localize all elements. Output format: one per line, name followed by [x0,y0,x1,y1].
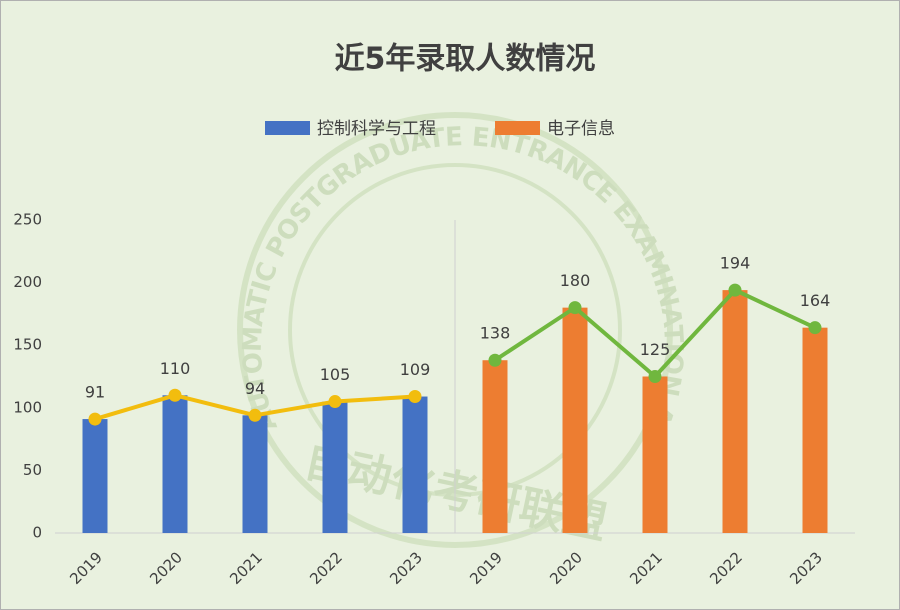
line-point [488,353,502,367]
line-point [408,390,422,404]
y-tick-label: 100 [13,398,42,416]
data-label: 91 [85,383,105,402]
data-label: 194 [720,254,751,273]
line-point [328,395,342,409]
data-label: 105 [320,365,351,384]
bar [82,419,108,533]
legend-label: 电子信息 [547,119,615,139]
data-label: 94 [245,379,265,398]
line-point [728,283,742,297]
bar [802,327,828,533]
legend-swatch [265,121,310,135]
line-point [248,408,262,422]
bar [322,401,348,533]
line-point [168,388,182,402]
data-label: 164 [800,291,831,310]
bar [722,290,748,533]
legend-swatch [495,121,540,135]
bar [162,395,188,533]
y-tick-label: 150 [13,336,42,354]
y-tick-label: 50 [23,461,42,479]
bar [242,415,268,533]
data-label: 110 [160,359,191,378]
y-tick-label: 0 [32,524,42,542]
data-label: 109 [400,360,431,379]
line-point [648,370,662,383]
chart-title: 近5年录取人数情况 [335,42,596,77]
data-label: 125 [640,340,671,359]
line-point [88,412,102,426]
line-point [808,321,822,335]
data-label: 138 [480,324,511,343]
bar [642,376,668,533]
y-tick-label: 250 [13,211,42,229]
data-label: 180 [560,271,591,290]
y-tick-label: 200 [13,273,42,291]
line-point [568,301,582,315]
legend-label: 控制科学与工程 [317,119,436,139]
bar [562,307,588,533]
bar [482,360,508,533]
bar [402,396,428,533]
